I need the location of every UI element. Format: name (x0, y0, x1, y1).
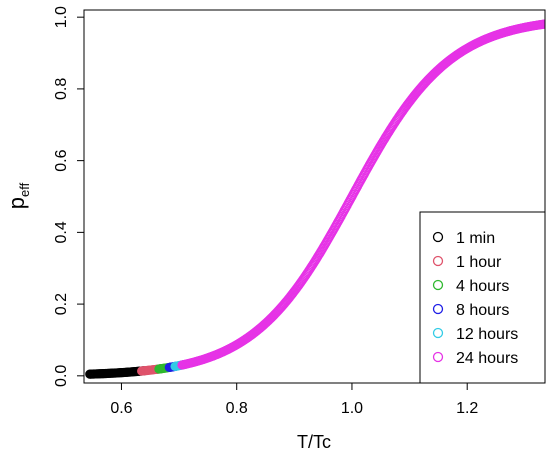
x-tick-label: 0.8 (226, 400, 248, 417)
legend-marker (432, 351, 444, 363)
y-tick-label: 0.4 (53, 221, 70, 243)
x-axis: 0.6 0.8 1.0 1.2 (110, 383, 478, 417)
legend-item: 1 hour (432, 254, 502, 271)
y-axis: 0.0 0.2 0.4 0.6 0.8 1.0 (53, 6, 84, 387)
y-tick-label: 1.0 (53, 6, 70, 28)
legend-label: 24 hours (456, 350, 518, 367)
legend-marker (432, 231, 444, 243)
legend-item: 12 hours (432, 326, 518, 343)
x-tick-label: 0.6 (110, 400, 132, 417)
legend-label: 12 hours (456, 326, 518, 343)
legend-marker (432, 327, 444, 339)
series-5 (177, 19, 545, 370)
legend-label: 4 hours (456, 278, 509, 295)
y-axis-label-main: p (4, 197, 29, 209)
legend-item: 1 min (432, 230, 495, 247)
y-tick-label: 0.6 (53, 149, 70, 171)
legend-label: 8 hours (456, 302, 509, 319)
y-axis-label: peff (4, 182, 32, 209)
y-tick-label: 0.2 (53, 293, 70, 315)
y-axis-label-sub: eff (17, 182, 32, 197)
y-tick-label: 0.0 (53, 365, 70, 387)
plot-frame (83, 9, 546, 384)
legend-label: 1 min (456, 230, 495, 247)
legend-item: 24 hours (432, 350, 518, 367)
legend-item: 8 hours (432, 302, 509, 319)
legend: 1 min 1 hour 4 hours 8 hours 12 hours 24 hour… (419, 211, 546, 384)
legend-label: 1 hour (456, 254, 502, 271)
x-axis-label: T/Tc (297, 432, 331, 452)
x-tick-label: 1.0 (341, 400, 363, 417)
y-tick-label: 0.8 (53, 78, 70, 100)
legend-item: 4 hours (432, 278, 509, 295)
legend-marker (432, 279, 444, 291)
legend-marker (432, 255, 444, 267)
data-point (540, 19, 545, 29)
legend-marker (432, 303, 444, 315)
data-points (85, 19, 545, 379)
x-tick-label: 1.2 (456, 400, 478, 417)
